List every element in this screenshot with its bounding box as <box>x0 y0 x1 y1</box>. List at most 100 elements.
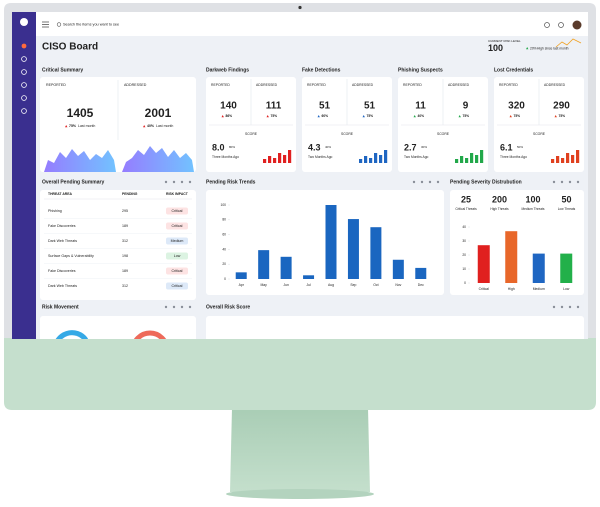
bar <box>280 256 292 279</box>
x-tick-label: Oct <box>373 283 378 287</box>
sidebar <box>12 12 36 339</box>
nav-icon[interactable] <box>21 108 27 114</box>
panel-icon[interactable] <box>576 305 580 309</box>
pending-count: 198 <box>122 254 128 258</box>
mini-bar <box>283 155 287 163</box>
panel-title: Risk Movement <box>42 304 79 310</box>
bar <box>258 250 270 279</box>
panel-icon[interactable] <box>576 180 580 184</box>
panel-icon[interactable] <box>180 180 184 184</box>
notification-icon[interactable] <box>544 22 550 28</box>
card <box>206 190 444 295</box>
score: 8.0 <box>212 142 225 152</box>
mini-bar <box>364 156 368 163</box>
x-tick-label: Apr <box>239 283 245 287</box>
panel-icon[interactable] <box>560 180 564 184</box>
risk-level-label: CURRENT RISK LEVEL <box>488 39 521 43</box>
panel-title: Phishing Suspects <box>398 67 443 73</box>
panel-icon[interactable] <box>180 305 184 309</box>
search-placeholder: Search the items you want to see <box>63 23 119 27</box>
panel-icon[interactable] <box>568 305 572 309</box>
card <box>206 316 584 339</box>
panel-icon[interactable] <box>164 305 168 309</box>
pending-count: 312 <box>122 239 128 243</box>
change: 75% <box>367 114 374 118</box>
donut-arc <box>55 330 89 339</box>
impact-badge <box>166 252 188 260</box>
change: 40% <box>147 124 155 128</box>
panel-icon[interactable] <box>188 305 192 309</box>
nav-icon[interactable] <box>21 56 27 62</box>
panel-icon[interactable] <box>552 305 556 309</box>
trend-arrow <box>221 115 224 118</box>
panel-icon[interactable] <box>552 180 556 184</box>
panel-icon[interactable] <box>172 180 176 184</box>
impact-badge <box>166 282 188 290</box>
bar <box>235 272 247 279</box>
change: 75% <box>463 114 470 118</box>
score-label: SCORE <box>437 132 450 136</box>
settings-icon[interactable] <box>558 22 564 28</box>
nav-icon[interactable] <box>21 95 27 101</box>
change: 60% <box>322 114 329 118</box>
score-label: SCORE <box>341 132 354 136</box>
threat-area: Phishing <box>48 209 62 213</box>
column-value: 2001 <box>145 106 172 120</box>
mini-bar <box>576 150 580 163</box>
threat-area: Surface Gaps & Vulnerability <box>48 254 94 258</box>
score-change: 80% <box>229 145 235 149</box>
nav-icon[interactable] <box>21 69 27 75</box>
y-tick-label: 60 <box>222 232 226 236</box>
score-change: 30% <box>421 145 427 149</box>
mini-bar <box>263 159 267 163</box>
change-text: Last month <box>78 124 95 128</box>
mini-bar <box>278 153 282 163</box>
mini-bar <box>470 153 474 163</box>
mini-bar <box>273 158 277 163</box>
threat-area: Fake Discoveries <box>48 224 76 228</box>
score-period: Three Months Ago <box>212 155 239 159</box>
risk-impact: Critical <box>172 209 183 213</box>
panel-icon[interactable] <box>560 305 564 309</box>
change: 75% <box>69 124 77 128</box>
x-tick-label: May <box>260 283 267 287</box>
change-text: Last month <box>156 124 173 128</box>
severity-count: 200 <box>492 194 507 204</box>
avatar[interactable] <box>572 20 582 30</box>
score: 6.1 <box>500 142 513 152</box>
column-label: REPORTED <box>211 83 230 87</box>
x-tick-label: Jun <box>283 283 289 287</box>
panel-title: Lost Credentials <box>494 67 533 73</box>
change: 75% <box>559 114 566 118</box>
panel-icon[interactable] <box>428 180 432 184</box>
panel-icon[interactable] <box>164 180 168 184</box>
panel-icon[interactable] <box>436 180 440 184</box>
panel-icon[interactable] <box>412 180 416 184</box>
trend-arrow <box>458 115 461 118</box>
menu-icon[interactable] <box>42 21 49 28</box>
mini-bar <box>374 153 378 163</box>
bar <box>370 227 382 279</box>
nav-icon[interactable] <box>21 43 27 49</box>
y-tick-label: 0 <box>224 277 226 281</box>
nav-icon[interactable] <box>21 82 27 88</box>
impact-badge <box>166 237 188 245</box>
panel-icon[interactable] <box>172 305 176 309</box>
y-tick-label: 80 <box>222 218 226 222</box>
mini-bar <box>551 159 555 163</box>
bar <box>415 267 427 279</box>
area-sparkline <box>122 146 194 172</box>
panel-icon[interactable] <box>420 180 424 184</box>
panel-icon[interactable] <box>568 180 572 184</box>
topbar <box>36 12 588 36</box>
threat-area: Dark Web Threats <box>48 239 77 243</box>
panel-icon[interactable] <box>188 180 192 184</box>
search-icon[interactable] <box>56 22 62 27</box>
mini-bar <box>556 156 560 163</box>
panel-title: Critical Summary <box>42 67 83 73</box>
y-tick-label: 20 <box>462 253 466 257</box>
x-tick-label: Dec <box>418 283 424 287</box>
mini-bar <box>359 159 363 163</box>
trend-arrow <box>413 115 416 118</box>
